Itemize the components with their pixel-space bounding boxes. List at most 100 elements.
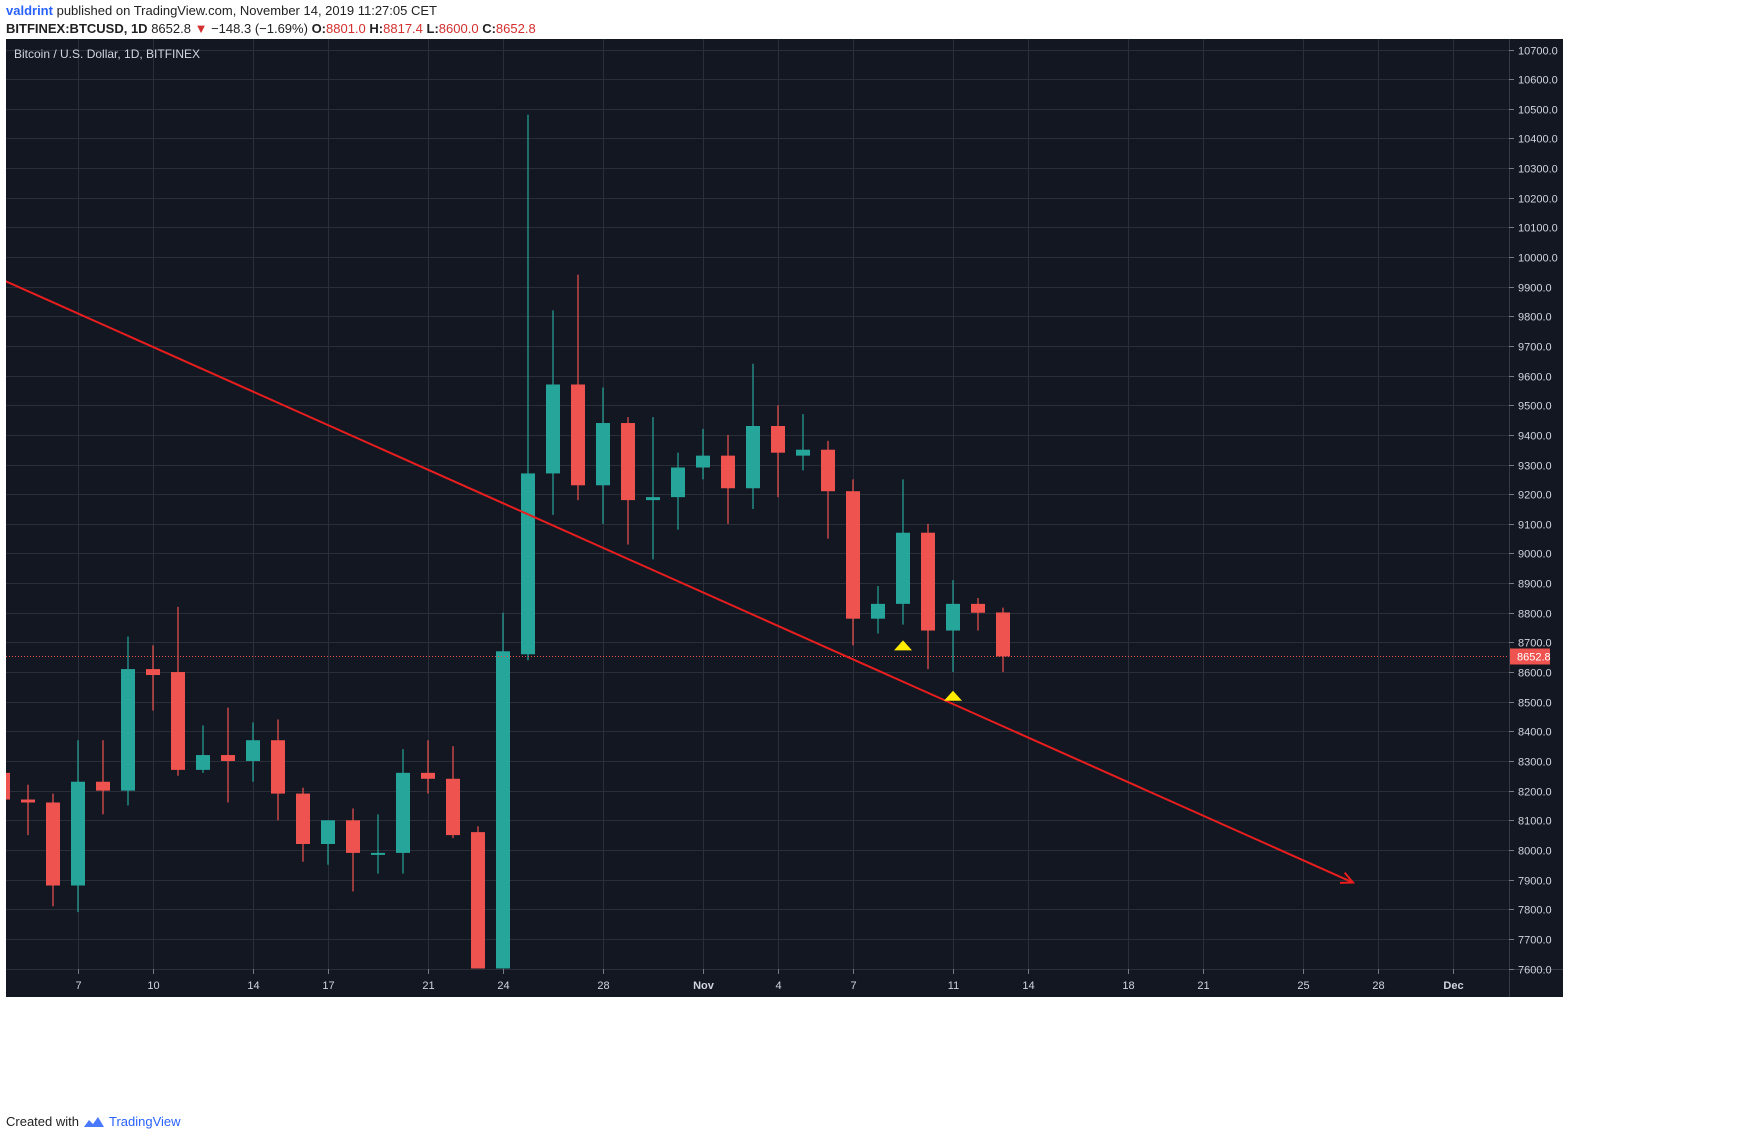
candle[interactable] (171, 606, 185, 776)
candle-body (746, 425, 760, 489)
last-price: 8652.8 (151, 21, 191, 36)
y-tick-label: 8200.0 (1518, 787, 1552, 799)
candle[interactable] (71, 740, 85, 913)
x-tick-label: 24 (497, 980, 509, 992)
candle-body (521, 473, 535, 655)
candle-body (6, 772, 10, 800)
candle[interactable] (796, 414, 810, 471)
candle-body (271, 740, 285, 794)
candle[interactable] (721, 434, 735, 524)
candle[interactable] (921, 523, 935, 670)
candle[interactable] (346, 808, 360, 892)
candle[interactable] (396, 749, 410, 874)
x-tick-label: 21 (1197, 980, 1209, 992)
candles (0, 114, 1010, 969)
candle[interactable] (571, 274, 585, 501)
candle[interactable] (21, 784, 35, 836)
candle[interactable] (646, 417, 660, 560)
candle-body (421, 772, 435, 779)
open-label: O: (311, 21, 327, 36)
candle-body (346, 820, 360, 853)
candle[interactable] (746, 363, 760, 509)
y-tick-label: 10000.0 (1518, 253, 1558, 265)
x-tick-label: 7 (75, 980, 81, 992)
x-tick-label: 14 (1022, 980, 1034, 992)
symbol-label: BITFINEX:BTCUSD, 1D (6, 21, 148, 36)
triangle-marker[interactable] (944, 690, 962, 701)
candle[interactable] (371, 814, 385, 874)
candle-body (871, 603, 885, 619)
y-tick-label: 9700.0 (1518, 342, 1552, 354)
candle[interactable] (271, 719, 285, 821)
chart-title: Bitcoin / U.S. Dollar, 1D, BITFINEX (14, 47, 200, 61)
candle[interactable] (96, 740, 110, 815)
y-tick-label: 7900.0 (1518, 876, 1552, 888)
candle-body (71, 781, 85, 886)
candle[interactable] (546, 310, 560, 515)
tradingview-brand-link[interactable]: TradingView (108, 1114, 181, 1129)
candle-body (721, 455, 735, 489)
triangle-marker[interactable] (894, 640, 912, 651)
low-value: 8600.0 (438, 21, 479, 36)
candle-body (621, 423, 635, 501)
candle[interactable] (221, 707, 235, 803)
y-tick-label: 10500.0 (1518, 105, 1558, 117)
author-link[interactable]: valdrint (6, 3, 53, 18)
candle-body (996, 612, 1010, 657)
y-tick-label: 10600.0 (1518, 75, 1558, 87)
y-tick-label: 8000.0 (1518, 846, 1552, 858)
y-tick-label: 8600.0 (1518, 668, 1552, 680)
tradingview-logo-icon (83, 1116, 104, 1127)
y-tick-label: 10200.0 (1518, 194, 1558, 206)
high-label: H: (369, 21, 384, 36)
candle[interactable] (196, 725, 210, 773)
candle[interactable] (0, 764, 10, 803)
candle[interactable] (896, 479, 910, 625)
candle[interactable] (821, 440, 835, 539)
candle-body (896, 532, 910, 604)
candle-body (696, 455, 710, 468)
trendline-arrowhead (1339, 871, 1356, 884)
candle[interactable] (521, 114, 535, 661)
y-tick-label: 8700.0 (1518, 638, 1552, 650)
candle-body (21, 799, 35, 803)
y-tick-label: 9500.0 (1518, 401, 1552, 413)
y-tick-label: 10300.0 (1518, 164, 1558, 176)
candle[interactable] (596, 387, 610, 524)
candle-body (221, 755, 235, 761)
current-price-label: 8652.8 (1517, 652, 1551, 664)
candle[interactable] (321, 820, 335, 865)
y-tick-label: 9600.0 (1518, 372, 1552, 384)
trendline[interactable] (0, 269, 1354, 884)
candle[interactable] (246, 722, 260, 782)
candle-body (46, 802, 60, 886)
candle[interactable] (471, 826, 485, 969)
current-price-tag (1510, 648, 1550, 665)
candle[interactable] (121, 636, 135, 806)
candle[interactable] (296, 787, 310, 862)
candle-body (321, 820, 335, 844)
symbol-line: BITFINEX:BTCUSD, 1D 8652.8 ▼ −148.3 (−1.… (6, 21, 536, 36)
candle[interactable] (621, 417, 635, 545)
footer: Created with TradingView (6, 1114, 181, 1129)
candle[interactable] (696, 428, 710, 480)
candle-body (171, 672, 185, 770)
change-down-icon: ▼ (194, 21, 208, 36)
candle[interactable] (946, 580, 960, 673)
candle[interactable] (446, 746, 460, 839)
candle[interactable] (421, 740, 435, 794)
published-text: published on TradingView.com, November 1… (56, 3, 437, 18)
candle[interactable] (971, 597, 985, 631)
candle[interactable] (871, 586, 885, 634)
y-tick-label: 9100.0 (1518, 520, 1552, 532)
grid (6, 39, 1509, 970)
candle[interactable] (771, 405, 785, 498)
candle[interactable] (671, 452, 685, 530)
candle[interactable] (846, 479, 860, 646)
candle[interactable] (996, 607, 1010, 673)
candle-body (396, 772, 410, 853)
candle[interactable] (496, 612, 510, 969)
x-tick-label: Dec (1443, 980, 1463, 992)
candle[interactable] (46, 793, 60, 907)
